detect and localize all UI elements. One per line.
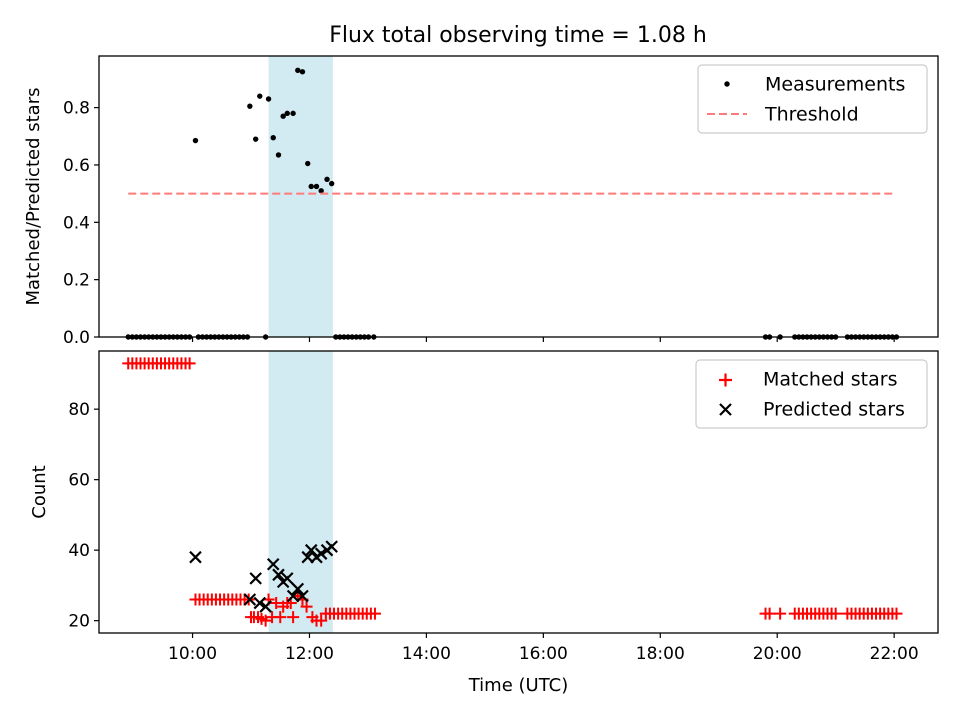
top-panel-frame xyxy=(98,55,939,338)
predicted-stars-point xyxy=(253,596,267,610)
predicted-stars-point xyxy=(325,540,338,553)
predicted-stars-point xyxy=(266,557,280,571)
measurements-point xyxy=(275,152,282,158)
measurements-point xyxy=(192,137,199,144)
predicted-stars-point xyxy=(291,582,305,596)
measurements-point xyxy=(280,113,286,119)
y-tick-label: 80 xyxy=(68,400,90,420)
legend-matched-marker xyxy=(719,373,732,387)
matched-stars-point xyxy=(315,614,328,627)
x-tick-label: 12:00 xyxy=(285,644,334,664)
measurements-point xyxy=(252,136,259,142)
x-axis-label: Time (UTC) xyxy=(468,675,569,696)
matched-stars-point xyxy=(368,607,381,620)
predicted-stars-point xyxy=(249,572,262,585)
legend-measurements-label: Measurements xyxy=(765,74,905,96)
predicted-stars-point xyxy=(189,550,202,564)
measurements-point xyxy=(247,103,253,109)
measurements-point xyxy=(313,183,320,190)
legend-predicted-label: Predicted stars xyxy=(763,399,905,421)
y-tick-label: 0.8 xyxy=(63,99,90,119)
bottom-x-axis: 10:00 12:00 14:00 16:00 18:00 20:00 22:00 xyxy=(168,633,919,664)
matched-stars-point xyxy=(270,597,283,610)
y-tick-label: 0.6 xyxy=(63,156,90,176)
matched-stars-point xyxy=(890,607,903,620)
matched-stars-point xyxy=(287,611,300,624)
predicted-stars-point xyxy=(314,547,328,560)
measurements-point xyxy=(295,67,301,74)
bottom-y-axis: 20 40 60 80 xyxy=(68,400,99,632)
predicted-stars-point xyxy=(243,593,257,606)
matched-stars-point xyxy=(183,357,196,370)
bottom-legend: Matched stars Predicted stars xyxy=(695,359,928,429)
predicted-stars-point xyxy=(304,543,318,557)
bottom-panel: 20 40 60 80 10:00 12:00 14:00 16:00 18:00 20:00 2… xyxy=(29,350,939,696)
measurements-point xyxy=(284,110,290,117)
measurements-point xyxy=(299,69,306,75)
chart-title: Flux total observing time = 1.08 h xyxy=(329,23,707,48)
observing-window-shade xyxy=(268,56,333,337)
y-tick-label: 60 xyxy=(68,471,90,491)
x-tick-label: 10:00 xyxy=(168,644,217,664)
predicted-stars-point xyxy=(272,568,285,582)
bottom-panel-marks xyxy=(122,357,903,627)
bottom-legend-box xyxy=(695,359,928,429)
top-x-axis xyxy=(191,337,895,342)
x-tick-label: 20:00 xyxy=(753,644,802,664)
legend-matched-label: Matched stars xyxy=(763,369,897,391)
top-panel: 0.00.20.40.60.8 Matched/Predicted stars … xyxy=(23,55,939,348)
measurements-point xyxy=(290,110,296,117)
matched-stars-point xyxy=(774,607,787,620)
measurements-point xyxy=(308,183,314,190)
top-panel-marks xyxy=(125,67,900,340)
y-tick-label: 0.0 xyxy=(63,328,90,348)
y-tick-label: 0.2 xyxy=(63,271,90,291)
measurements-point xyxy=(270,135,276,141)
measurements-point xyxy=(318,188,324,194)
y-tick-label: 40 xyxy=(68,541,90,561)
top-legend-box xyxy=(697,64,928,134)
predicted-stars-point xyxy=(286,589,300,603)
top-y-axis: 0.0 0.2 0.4 0.6 0.8 xyxy=(63,99,99,348)
measurements-point xyxy=(265,96,272,102)
predicted-stars-point xyxy=(259,600,272,613)
matched-stars-point xyxy=(763,607,776,620)
x-tick-label: 14:00 xyxy=(402,644,451,664)
predicted-stars-point xyxy=(280,572,294,585)
legend-threshold-label: Threshold xyxy=(764,104,859,126)
x-tick-label: 16:00 xyxy=(519,644,568,664)
x-tick-label: 22:00 xyxy=(870,644,919,664)
legend-measurements-marker xyxy=(724,81,730,87)
top-legend: Measurements Threshold xyxy=(697,64,928,134)
top-y-axis-label: Matched/Predicted stars xyxy=(23,88,44,306)
y-tick-label: 20 xyxy=(68,612,90,632)
matched-stars-point xyxy=(274,611,287,624)
measurements-point xyxy=(305,160,311,167)
measurements-point xyxy=(324,176,330,182)
matched-stars-point xyxy=(300,600,313,613)
predicted-stars-point xyxy=(296,589,309,603)
y-tick-label: 0.4 xyxy=(63,213,90,233)
bottom-y-axis-label: Count xyxy=(29,465,50,518)
bottom-panel-frame xyxy=(98,350,939,634)
matched-stars-point xyxy=(259,614,272,627)
measurements-point xyxy=(328,180,335,187)
legend-predicted-marker xyxy=(719,403,732,416)
matched-stars-point xyxy=(829,607,842,620)
x-tick-label: 18:00 xyxy=(636,644,685,664)
measurements-point xyxy=(257,93,263,99)
